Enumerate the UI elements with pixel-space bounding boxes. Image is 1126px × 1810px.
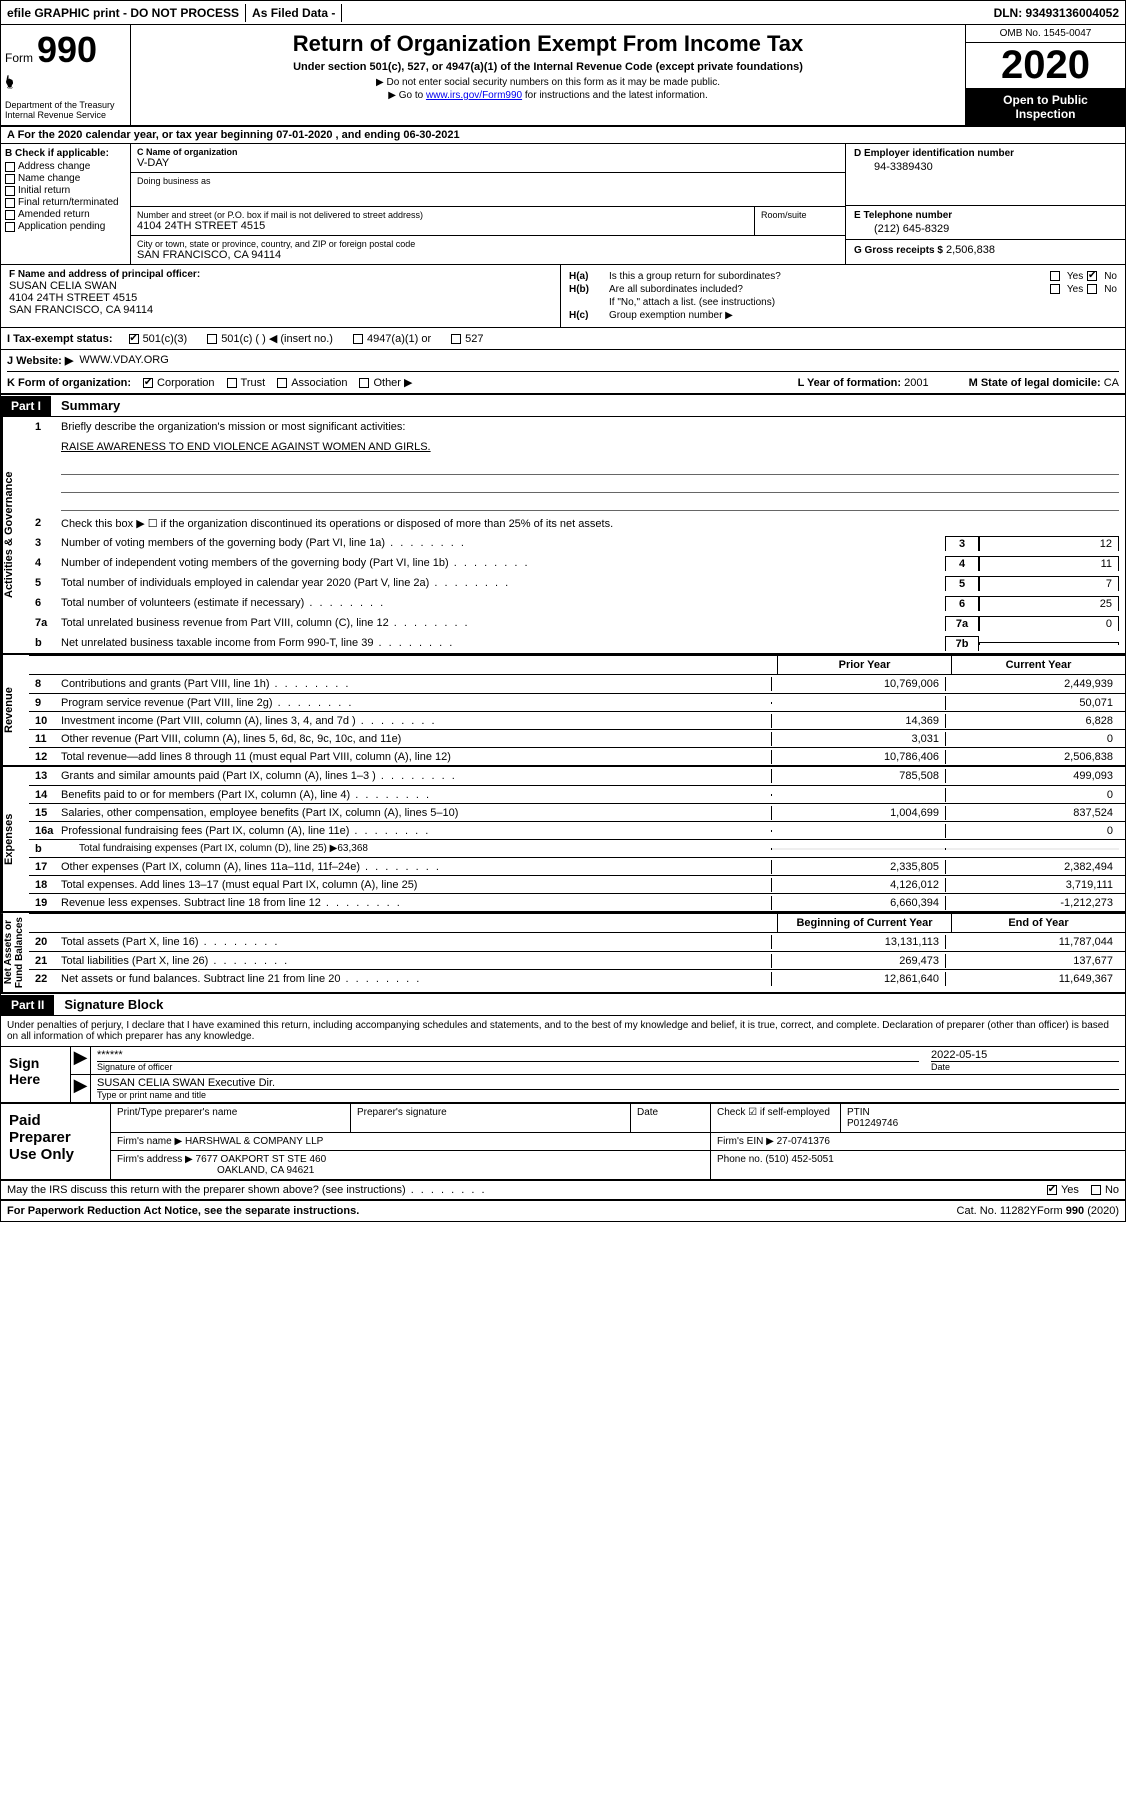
row-i-tax-status: I Tax-exempt status: 501(c)(3) 501(c) ( …: [1, 328, 1125, 350]
irs-eagle-icon: 🖢: [5, 71, 126, 92]
chk-501c[interactable]: [207, 334, 217, 344]
chk-sub-no[interactable]: [1087, 284, 1097, 294]
tip-website: ▶ Go to www.irs.gov/Form990 for instruct…: [141, 90, 955, 101]
irs-link[interactable]: www.irs.gov/Form990: [426, 90, 522, 101]
form-label: Form: [5, 51, 33, 65]
header-center: Return of Organization Exempt From Incom…: [131, 25, 965, 125]
sig-arrow-icon-2: ▶: [71, 1075, 91, 1102]
activities-governance: Activities & Governance 1Briefly describ…: [1, 417, 1125, 655]
form-title: Return of Organization Exempt From Incom…: [141, 31, 955, 57]
chk-corporation[interactable]: [143, 378, 153, 388]
chk-group-yes[interactable]: [1050, 271, 1060, 281]
form-990: efile GRAPHIC print - DO NOT PROCESS As …: [0, 0, 1126, 1222]
chk-group-no[interactable]: [1087, 271, 1097, 281]
top-bar: efile GRAPHIC print - DO NOT PROCESS As …: [1, 1, 1125, 25]
sig-arrow-icon: ▶: [71, 1047, 91, 1074]
open-to-public: Open to Public Inspection: [966, 89, 1125, 125]
col-d-right: D Employer identification number 94-3389…: [845, 144, 1125, 264]
website-value: WWW.VDAY.ORG: [79, 354, 168, 367]
part-ii-header: Part II Signature Block: [1, 994, 1125, 1016]
may-discuss-row: May the IRS discuss this return with the…: [1, 1181, 1125, 1201]
section-f-h: F Name and address of principal officer:…: [1, 265, 1125, 328]
tax-year: 2020: [966, 43, 1125, 89]
chk-4947[interactable]: [353, 334, 363, 344]
dln: DLN: 93493136004052: [988, 4, 1125, 22]
street-cell: Number and street (or P.O. box if mail i…: [131, 207, 845, 236]
footer: For Paperwork Reduction Act Notice, see …: [1, 1201, 1125, 1221]
chk-other[interactable]: [359, 378, 369, 388]
perjury-statement: Under penalties of perjury, I declare th…: [1, 1016, 1125, 1047]
entity-section: B Check if applicable: Address change Na…: [1, 144, 1125, 265]
chk-trust[interactable]: [227, 378, 237, 388]
revenue-section: Revenue Prior YearCurrent Year 8Contribu…: [1, 655, 1125, 767]
chk-application-pending[interactable]: [5, 222, 15, 232]
form-number: 990: [37, 29, 97, 71]
part-i-header: Part I Summary: [1, 395, 1125, 417]
chk-discuss-yes[interactable]: [1047, 1185, 1057, 1195]
efile-notice: efile GRAPHIC print - DO NOT PROCESS: [1, 4, 246, 22]
omb-number: OMB No. 1545-0047: [966, 25, 1125, 43]
chk-final-return[interactable]: [5, 198, 15, 208]
org-name-cell: C Name of organization V-DAY: [131, 144, 845, 173]
col-h-group: H(a) Is this a group return for subordin…: [561, 265, 1125, 327]
header-right: OMB No. 1545-0047 2020 Open to Public In…: [965, 25, 1125, 125]
dba-cell: Doing business as: [131, 173, 845, 207]
chk-address-change[interactable]: [5, 162, 15, 172]
city-cell: City or town, state or province, country…: [131, 236, 845, 264]
col-c-org-info: C Name of organization V-DAY Doing busin…: [131, 144, 845, 264]
chk-501c3[interactable]: [129, 334, 139, 344]
chk-name-change[interactable]: [5, 174, 15, 184]
paid-preparer-block: Paid Preparer Use Only Print/Type prepar…: [1, 1104, 1125, 1181]
tip-ssn: ▶ Do not enter social security numbers o…: [141, 77, 955, 88]
expenses-section: Expenses 13Grants and similar amounts pa…: [1, 767, 1125, 913]
chk-amended-return[interactable]: [5, 210, 15, 220]
chk-sub-yes[interactable]: [1050, 284, 1060, 294]
ein-cell: D Employer identification number 94-3389…: [846, 144, 1125, 206]
row-j-k-l-m: J Website: ▶ WWW.VDAY.ORG K Form of orga…: [1, 350, 1125, 395]
form-subtitle: Under section 501(c), 527, or 4947(a)(1)…: [141, 61, 955, 73]
col-f-officer: F Name and address of principal officer:…: [1, 265, 561, 327]
phone-cell: E Telephone number (212) 645-8329: [846, 206, 1125, 240]
net-assets-section: Net Assets or Fund Balances Beginning of…: [1, 913, 1125, 994]
department: Department of the Treasury Internal Reve…: [5, 100, 126, 120]
chk-527[interactable]: [451, 334, 461, 344]
chk-association[interactable]: [277, 378, 287, 388]
chk-discuss-no[interactable]: [1091, 1185, 1101, 1195]
gross-receipts-cell: G Gross receipts $ 2,506,838: [846, 240, 1125, 260]
chk-initial-return[interactable]: [5, 186, 15, 196]
row-a-tax-year: A For the 2020 calendar year, or tax yea…: [1, 127, 1125, 144]
col-b-checkboxes: B Check if applicable: Address change Na…: [1, 144, 131, 264]
header-left: Form 990 🖢 Department of the Treasury In…: [1, 25, 131, 125]
form-header: Form 990 🖢 Department of the Treasury In…: [1, 25, 1125, 127]
mission-text: RAISE AWARENESS TO END VIOLENCE AGAINST …: [61, 441, 1119, 453]
as-filed: As Filed Data -: [246, 4, 342, 22]
sign-here-block: Sign Here ▶ ****** Signature of officer …: [1, 1047, 1125, 1104]
